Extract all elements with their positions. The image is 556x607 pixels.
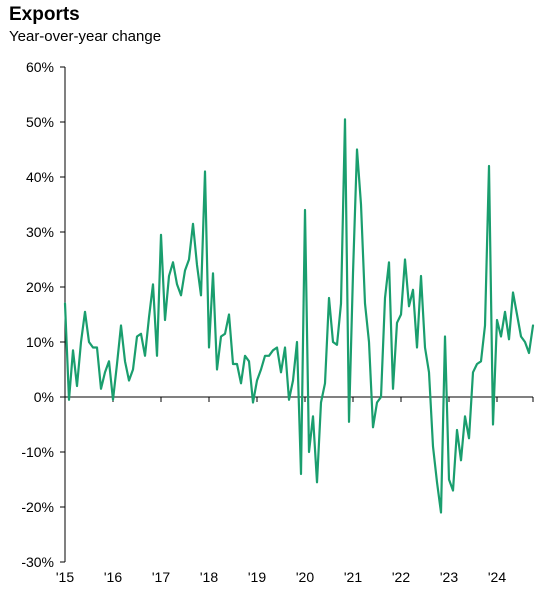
- y-tick-label: 40%: [26, 169, 54, 185]
- x-tick-label: '20: [296, 569, 314, 585]
- x-tick-label: '24: [488, 569, 506, 585]
- y-tick-label: 30%: [26, 224, 54, 240]
- exports-yoy-line: [63, 118, 535, 514]
- chart-subtitle: Year-over-year change: [9, 28, 162, 45]
- y-tick-label: -20%: [21, 499, 54, 515]
- x-tick-label: '21: [344, 569, 362, 585]
- y-tick-label: 60%: [26, 59, 54, 75]
- x-axis-ticks: '15 '16 '17 '18 '19 '20 '21 '22 '23 '24: [56, 397, 534, 585]
- y-tick-label: -30%: [21, 554, 54, 570]
- chart-title: Exports: [9, 4, 80, 25]
- y-tick-label: 10%: [26, 334, 54, 350]
- x-tick-label: '15: [56, 569, 74, 585]
- x-tick-label: '16: [104, 569, 122, 585]
- y-axis-ticks: -30% -20% -10% 0% 10% 20% 30% 40% 50% 60%: [21, 59, 65, 570]
- x-tick-label: '23: [440, 569, 458, 585]
- x-tick-label: '17: [152, 569, 170, 585]
- y-tick-label: 50%: [26, 114, 54, 130]
- y-tick-label: 0%: [34, 389, 54, 405]
- y-tick-label: -10%: [21, 444, 54, 460]
- x-tick-label: '18: [200, 569, 218, 585]
- x-tick-label: '22: [392, 569, 410, 585]
- x-tick-label: '19: [248, 569, 266, 585]
- y-tick-label: 20%: [26, 279, 54, 295]
